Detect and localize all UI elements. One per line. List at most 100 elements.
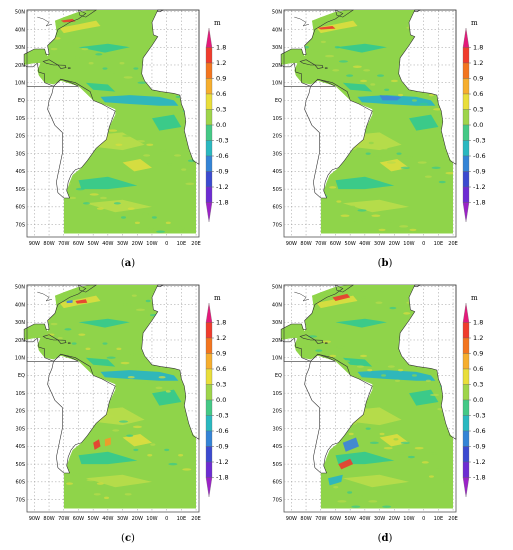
lat-tick-label: 60S [15,205,25,211]
anomaly-patch [122,434,152,447]
anomaly-speckle [329,186,337,189]
lon-tick-label: 60W [330,516,341,522]
colorbar-label: 0.9 [473,350,483,358]
anomaly-speckle [335,345,345,349]
lat-tick-label: 20N [272,63,282,69]
lat-tick-label: 40N [272,27,282,33]
lat-tick-label: 10S [15,116,25,122]
colorbar-label: -1.2 [216,183,229,191]
anomaly-speckle [168,462,178,466]
lon-tick-label: 0 [165,516,168,522]
map-panel-d: 50N 40N 30N 20N 10N EQ 10S 20S 30S 40S 50S 60S 70S 90… [257,275,513,550]
colorbar: 1.8 1.2 0.9 0.6 0.3 0.0 -0.3 -0.6 -0.9 -1.2 -1.8 m [205,19,229,223]
great-lakes [37,291,53,302]
colorbar: 1.8 1.2 0.9 0.6 0.3 0.0 -0.3 -0.6 -0.9 -1.2 -1.8 m [205,294,229,498]
anomaly-speckle [69,196,77,200]
lat-tick-label: 40N [15,302,25,308]
colorbar-segment [462,62,470,79]
lat-tick-label: EQ [18,373,25,379]
colorbar-label: -1.8 [216,474,229,482]
anomaly-speckle [354,219,364,223]
anomaly-patch [59,20,101,34]
colorbar-label: -0.3 [473,137,486,145]
lon-tick-label: 30W [117,516,128,522]
lon-tick-label: 20W [389,241,400,247]
anomaly-speckle [137,81,147,84]
lat-tick-label: 10N [15,356,25,362]
anomaly-speckle [414,446,424,450]
anomaly-speckle [338,60,348,63]
colorbar-segment [462,430,470,447]
anomaly-speckle [325,54,335,58]
hispaniola-coast [57,64,67,69]
lat-tick-label: 50S [272,462,282,468]
tick-labels: 50N 40N 30N 20N 10N EQ 10S 20S 30S 40S 50S 60S 70S 90… [272,10,458,247]
colorbar-segment [205,47,213,64]
lon-tick-label: 80W [300,516,311,522]
anomaly-patch [357,95,436,106]
anomaly-speckle [387,365,395,368]
colorbar-label: 0.0 [473,396,483,404]
anomaly-speckle [95,53,103,56]
anomaly-speckle [382,505,392,508]
lon-tick-label: 10W [403,516,414,522]
lon-tick-label: 90W [29,241,40,247]
colorbar-label: 1.8 [216,319,226,327]
anomaly-speckle [99,352,105,356]
anomaly-speckle [122,134,132,138]
anomaly-speckle [85,347,91,351]
anomaly-speckle [411,374,417,377]
anomaly-speckle [151,216,157,219]
lat-tick-label: 40S [272,169,282,175]
lon-tick-label: 20E [191,516,201,522]
anomaly-speckle [75,187,85,191]
anomaly-speckle [134,367,144,370]
colorbar-label: 1.2 [473,59,483,67]
anomaly-patch [409,389,439,406]
hispaniola-coast [57,339,67,344]
anomaly-speckle [88,62,94,65]
africa-europe-coast [141,9,200,165]
colorbar-label: -0.3 [216,412,229,420]
anomaly-speckle [155,386,163,390]
anomaly-speckle [343,191,351,194]
colorbar-segment [205,78,213,95]
cuba-coast [299,59,316,66]
colorbar-segment [462,155,470,172]
colorbar-label: 0.6 [473,90,483,98]
anomaly-patch [328,474,343,486]
lat-tick-label: 10N [272,356,282,362]
lat-tick-label: 40S [272,444,282,450]
lon-tick-label: 10E [434,516,444,522]
anomaly-speckle [369,441,379,445]
anomaly-speckle [372,155,382,159]
anomaly-speckle [182,468,192,471]
anomaly-speckle [89,193,99,196]
south-america-coast [304,78,373,199]
colorbar-label: -0.6 [473,152,486,160]
anomaly-speckle [172,381,180,384]
anomaly-patch [316,295,358,309]
anomaly-speckle [50,47,58,51]
anomaly-speckle [127,207,135,210]
ocean-base [24,10,197,234]
anomaly-patch [85,82,116,92]
map-panel-c: 50N 40N 30N 20N 10N EQ 10S 20S 30S 40S 50S 60S 70S 90… [0,275,256,550]
anomaly-speckle [394,379,400,382]
colorbar-segment [462,322,470,339]
lat-tick-label: EQ [275,98,282,104]
anomaly-speckle [329,354,337,358]
anomaly-speckle [348,432,354,436]
tick-labels: 50N 40N 30N 20N 10N EQ 10S 20S 30S 40S 50S 60S 70S 90… [15,10,201,247]
anomaly-speckle [350,205,356,209]
anomaly-patch [335,318,387,328]
coastlines [280,284,457,474]
lon-tick-label: 80W [43,516,54,522]
anomaly-patch [104,437,111,447]
anomaly-speckle [192,459,197,462]
anomaly-speckle [336,200,342,203]
anomaly-speckle [122,303,132,306]
colorbar-label: 0.9 [473,75,483,83]
anomaly-patch [316,20,358,34]
lon-tick-label: 10E [177,241,187,247]
